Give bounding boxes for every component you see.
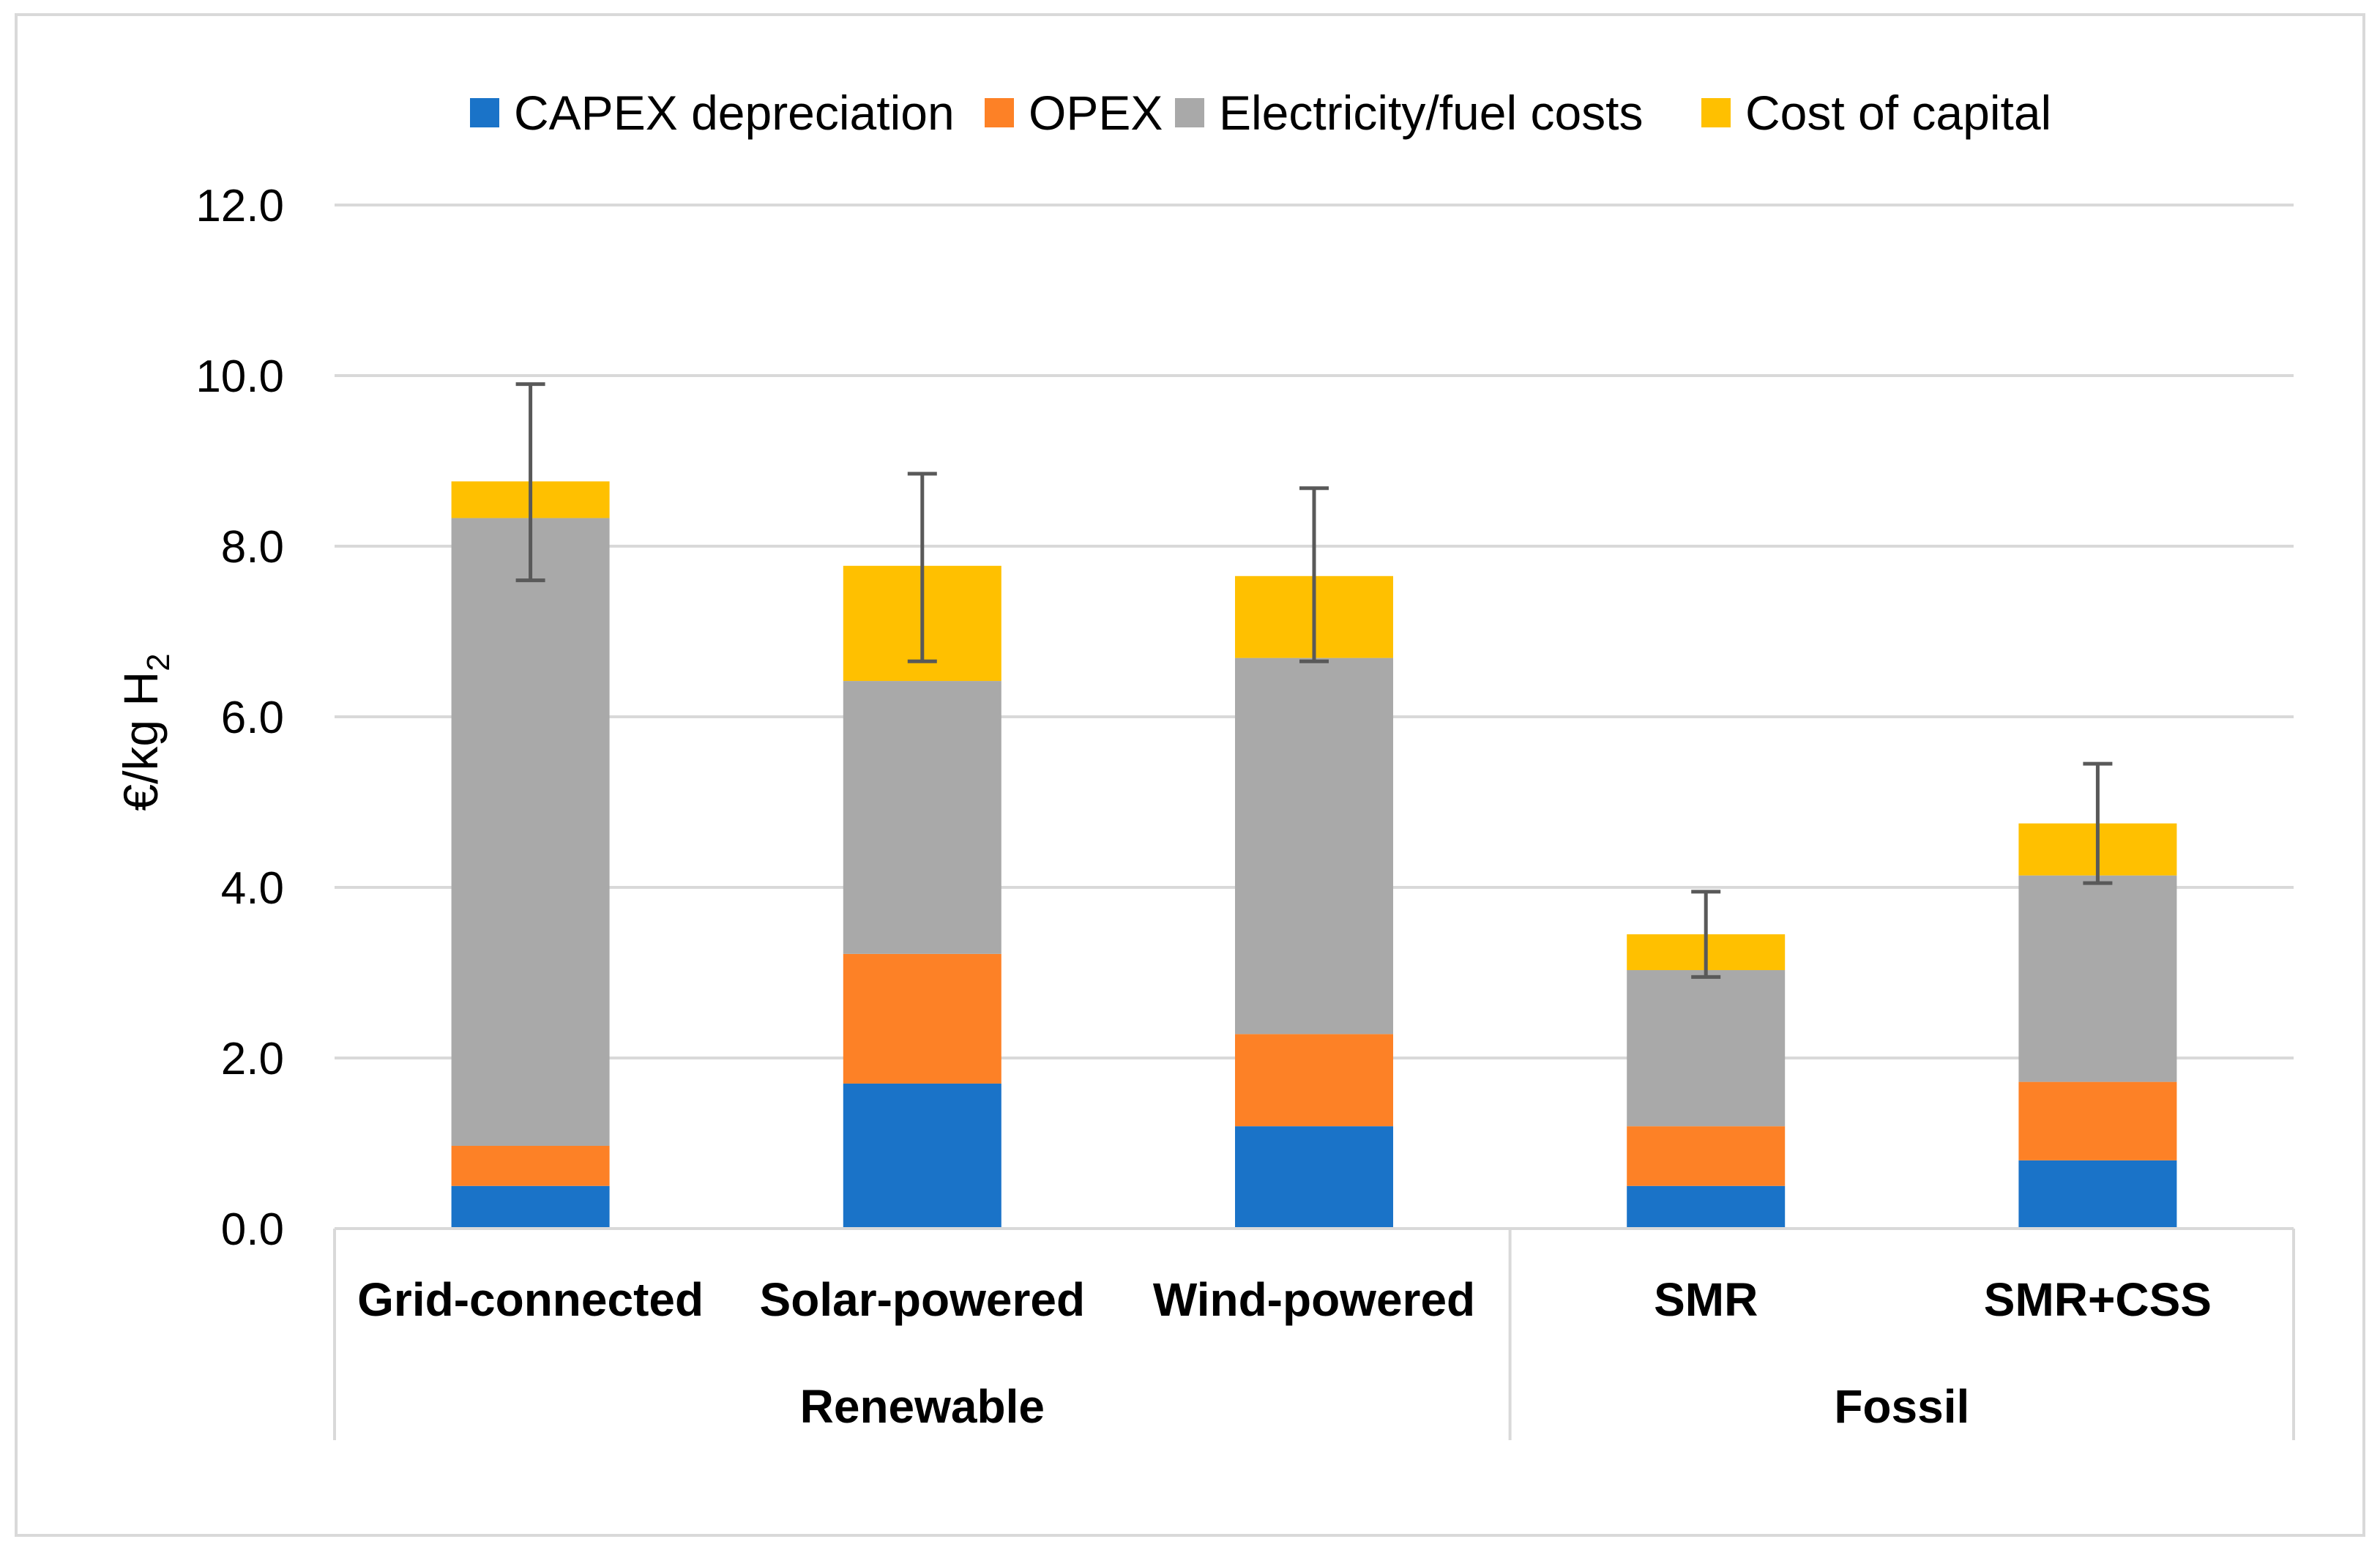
error-bars [515, 382, 2113, 979]
legend: CAPEX depreciation OPEX Electricity/fuel c… [470, 86, 2051, 140]
group-label: Fossil [1834, 1380, 1969, 1433]
legend-label: Electricity/fuel costs [1219, 86, 1644, 140]
gridlines [335, 204, 2294, 1059]
legend-label: Cost of capital [1745, 86, 2051, 140]
legend-swatch [1175, 98, 1204, 127]
bar-segment [843, 1083, 1001, 1229]
y-tick-label: 4.0 [221, 863, 284, 914]
x-tick-label: Wind-powered [1153, 1273, 1475, 1326]
bar-segment [451, 1185, 610, 1229]
y-tick-label: 12.0 [195, 181, 284, 231]
y-axis-title-subscript: 2 [141, 653, 176, 671]
x-tick-label: SMR+CSS [1984, 1273, 2212, 1326]
bar-segment [451, 518, 610, 1146]
y-tick-label: 10.0 [195, 351, 284, 402]
bar-segment [2018, 1081, 2177, 1160]
y-tick-label: 6.0 [221, 693, 284, 743]
chart-border [15, 13, 2365, 1537]
bar-segment [1235, 1126, 1393, 1229]
bar-segment [1627, 970, 1786, 1127]
legend-swatch [985, 98, 1014, 127]
y-tick-label: 0.0 [221, 1204, 284, 1255]
bar-segment [843, 953, 1001, 1084]
x-tick-label: Solar-powered [760, 1273, 1086, 1326]
bar-segment [451, 1145, 610, 1186]
y-axis-title-main: €/kg H [113, 671, 168, 811]
bar-segment [2018, 1160, 2177, 1229]
bar-segment [843, 681, 1001, 954]
bar-segment [1235, 1034, 1393, 1127]
legend-label: CAPEX depreciation [514, 86, 955, 140]
bars [451, 481, 2177, 1229]
bar-segment [1235, 657, 1393, 1035]
x-tick-label: Grid-connected [357, 1273, 704, 1326]
y-axis-title: €/kg H2 [113, 653, 176, 811]
y-tick-label: 8.0 [221, 522, 284, 573]
group-label: Renewable [800, 1380, 1045, 1433]
bar-segment [1627, 1126, 1786, 1186]
bar-segment [1627, 1185, 1786, 1229]
legend-swatch [1701, 98, 1731, 127]
y-tick-label: 2.0 [221, 1034, 284, 1084]
axes: 0.0 2.0 4.0 6.0 8.0 10.0 12.0 Grid-connected Sol… [195, 181, 2295, 1440]
x-tick-label: SMR [1654, 1273, 1758, 1326]
legend-label: OPEX [1029, 86, 1163, 140]
legend-swatch [470, 98, 499, 127]
bar-segment [2018, 875, 2177, 1082]
